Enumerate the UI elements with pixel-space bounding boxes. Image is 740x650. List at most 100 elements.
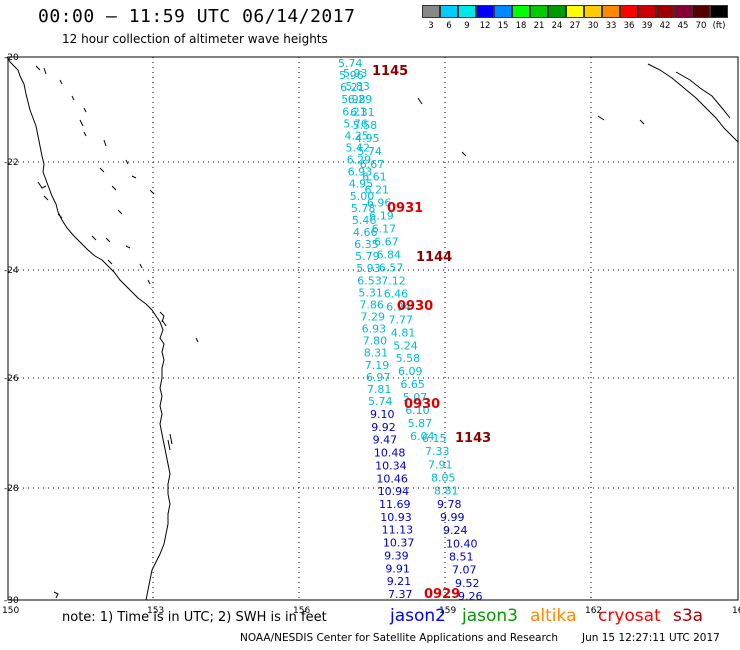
scale-label: 6 bbox=[446, 21, 452, 31]
lon-label: 156 bbox=[293, 606, 310, 616]
note-text: note: 1) Time is in UTC; 2) SWH is in fe… bbox=[62, 610, 327, 625]
swh-value: 7.33 bbox=[425, 445, 450, 458]
swh-value: 6.21 bbox=[365, 184, 390, 197]
lat-label: -30 bbox=[4, 596, 19, 606]
scale-label: 27 bbox=[569, 21, 581, 31]
scale-swatch bbox=[584, 5, 602, 18]
swh-value: 9.52 bbox=[455, 577, 480, 590]
lat-label: -24 bbox=[4, 266, 19, 276]
swh-value: 5.74 bbox=[368, 395, 393, 408]
swh-value: 9.47 bbox=[373, 434, 398, 447]
scale-label: 70 bbox=[695, 21, 707, 31]
swh-value: 8.05 bbox=[431, 472, 456, 485]
lon-label: 159 bbox=[439, 606, 456, 616]
swh-value: 4.95 bbox=[349, 178, 374, 191]
swh-value: 8.31 bbox=[364, 347, 389, 360]
swh-value: 9.21 bbox=[387, 575, 412, 588]
scale-swatch bbox=[710, 5, 728, 18]
swh-value: 6.31 bbox=[350, 106, 375, 119]
scale-swatch bbox=[620, 5, 638, 18]
swh-value: 5.58 bbox=[396, 352, 421, 365]
scale-swatch bbox=[494, 5, 512, 18]
swh-value: 5.74 bbox=[357, 145, 382, 158]
swh-value: 4.66 bbox=[353, 226, 378, 239]
swh-value: 5.24 bbox=[393, 339, 418, 352]
swh-value: 6.96 bbox=[367, 197, 392, 210]
swh-value: 10.37 bbox=[383, 537, 415, 550]
swh-value: 5.79 bbox=[355, 250, 380, 263]
scale-swatch bbox=[602, 5, 620, 18]
lon-label: 165 bbox=[732, 606, 740, 616]
scale-swatch bbox=[422, 5, 440, 18]
swh-value: 6.93 bbox=[362, 323, 387, 336]
scale-label: 42 bbox=[659, 21, 671, 31]
timestamp-text: Jun 15 12:27:11 UTC 2017 bbox=[582, 632, 720, 644]
swh-value: 9.26 bbox=[458, 590, 483, 603]
swh-value: 6.84 bbox=[377, 249, 402, 262]
swh-value: 6.53 bbox=[357, 274, 382, 287]
swh-value: 6.21 bbox=[340, 81, 365, 94]
pass-time-label: 1145 bbox=[372, 64, 408, 79]
scale-label: 36 bbox=[623, 21, 635, 31]
swh-value: 8.81 bbox=[434, 485, 459, 498]
scale-label: 45 bbox=[677, 21, 689, 31]
lat-label: -26 bbox=[4, 374, 19, 384]
swh-value: 6.09 bbox=[398, 365, 423, 378]
swh-value: 11.13 bbox=[382, 524, 414, 537]
swh-value: 7.77 bbox=[389, 313, 414, 326]
swh-value: 5.46 bbox=[352, 214, 377, 227]
swh-value: 10.34 bbox=[375, 459, 407, 472]
swh-value: 7.19 bbox=[365, 359, 390, 372]
scale-label: 24 bbox=[551, 21, 563, 31]
scale-swatch bbox=[512, 5, 530, 18]
scale-label: 15 bbox=[497, 21, 509, 31]
swh-value: 6.93 bbox=[348, 166, 373, 179]
swh-value: 4.95 bbox=[355, 132, 380, 145]
swh-value: 9.10 bbox=[370, 408, 395, 421]
swh-value: 6.67 bbox=[360, 158, 385, 171]
swh-value: 9.39 bbox=[384, 549, 409, 562]
swh-value: 6.65 bbox=[400, 378, 425, 391]
swh-value: 6.19 bbox=[369, 210, 394, 223]
scale-label: 39 bbox=[641, 21, 653, 31]
scale-swatch bbox=[638, 5, 656, 18]
scale-swatch bbox=[566, 5, 584, 18]
pass-time-label: 0930 bbox=[397, 299, 433, 314]
swh-value: 5.98 bbox=[341, 93, 366, 106]
scale-swatch bbox=[692, 5, 710, 18]
scale-swatch bbox=[530, 5, 548, 18]
scale-swatch bbox=[458, 5, 476, 18]
pass-time-label: 1144 bbox=[416, 250, 452, 265]
scale-label: 30 bbox=[587, 21, 599, 31]
swh-value: 6.10 bbox=[405, 404, 430, 417]
coastline bbox=[6, 56, 739, 601]
credit-text: NOAA/NESDIS Center for Satellite Applica… bbox=[240, 632, 558, 644]
page-subtitle: 12 hour collection of altimeter wave hei… bbox=[62, 32, 328, 46]
swh-value: 4.25 bbox=[344, 129, 369, 142]
swh-value: 6.29 bbox=[348, 93, 373, 106]
swh-value: 8.51 bbox=[449, 551, 474, 564]
scale-swatch bbox=[548, 5, 566, 18]
swh-value: 6.46 bbox=[384, 287, 409, 300]
swh-value: 6.94 bbox=[386, 300, 411, 313]
swh-value: 5.74 bbox=[338, 57, 363, 70]
swh-value: 7.91 bbox=[428, 458, 453, 471]
swh-value: 10.46 bbox=[376, 472, 408, 485]
swh-value: 6.17 bbox=[372, 223, 397, 236]
scale-swatch bbox=[440, 5, 458, 18]
swh-value: 7.07 bbox=[452, 564, 477, 577]
legend-cryosat: cryosat bbox=[598, 606, 661, 626]
swh-value: 5.76 bbox=[343, 117, 368, 130]
swh-value: 7.81 bbox=[367, 383, 392, 396]
swh-value: 7.86 bbox=[359, 298, 384, 311]
swh-value: 5.31 bbox=[358, 286, 383, 299]
legend-s3a: s3a bbox=[673, 606, 704, 626]
scale-swatch bbox=[656, 5, 674, 18]
swh-value: 9.99 bbox=[440, 511, 465, 524]
lat-label: -20 bbox=[4, 53, 19, 63]
swh-value: 9.92 bbox=[371, 421, 396, 434]
swh-value: 6.15 bbox=[422, 432, 447, 445]
scale-label: (ft) bbox=[712, 21, 726, 31]
swh-value: 7.80 bbox=[363, 335, 388, 348]
